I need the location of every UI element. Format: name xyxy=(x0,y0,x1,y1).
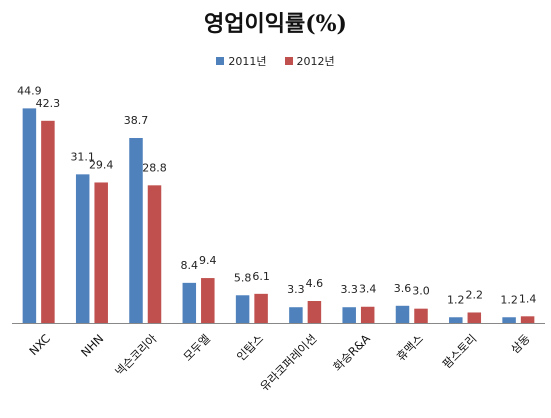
bar-2012-5 xyxy=(307,301,322,323)
data-label-2012-8: 2.2 xyxy=(466,288,484,301)
data-label-2012-4: 6.1 xyxy=(252,270,270,283)
data-label-2012-6: 3.4 xyxy=(359,283,377,296)
data-label-2012-7: 3.0 xyxy=(412,285,430,298)
data-label-2011-0: 44.9 xyxy=(17,84,42,97)
bar-2011-6 xyxy=(342,307,356,323)
bar-2012-9 xyxy=(520,316,535,323)
legend-label-2012: 2012년 xyxy=(296,55,335,68)
category-label-7: 휴맥스 xyxy=(394,331,426,363)
bar-2012-4 xyxy=(254,293,268,323)
category-label-5: 유라코퍼레이션 xyxy=(257,331,319,393)
legend-item-2011: 2011년 xyxy=(216,53,267,69)
data-label-2011-6: 3.3 xyxy=(340,283,358,296)
bar-2011-7 xyxy=(395,305,410,323)
data-label-2011-4: 5.8 xyxy=(234,271,252,284)
legend-item-2012: 2012년 xyxy=(284,53,335,69)
bar-2011-5 xyxy=(289,307,303,323)
bar-2012-2 xyxy=(147,185,162,323)
data-label-2012-9: 1.4 xyxy=(519,292,537,305)
bar-2011-8 xyxy=(449,317,463,323)
bar-2011-2 xyxy=(129,138,143,323)
data-label-2011-9: 1.2 xyxy=(500,293,518,306)
data-label-2011-7: 3.6 xyxy=(394,282,412,295)
category-label-9: 삼동 xyxy=(508,331,533,356)
bar-2012-3 xyxy=(201,278,215,323)
bar-2011-4 xyxy=(235,295,250,323)
category-label-8: 팜스토리 xyxy=(440,331,480,371)
category-label-4: 인탑스 xyxy=(234,331,266,363)
data-label-2011-3: 8.4 xyxy=(181,259,199,272)
bar-2011-1 xyxy=(75,174,90,323)
legend-swatch-2012 xyxy=(284,57,293,65)
data-label-2012-3: 9.4 xyxy=(199,254,217,267)
bar-2012-7 xyxy=(414,308,428,323)
data-label-2011-8: 1.2 xyxy=(447,293,465,306)
data-label-2012-1: 29.4 xyxy=(89,158,114,171)
legend-label-2011: 2011년 xyxy=(228,55,267,68)
data-label-2011-5: 3.3 xyxy=(287,283,305,296)
bar-2011-9 xyxy=(502,317,516,323)
data-label-2012-0: 42.3 xyxy=(36,97,61,110)
legend: 2011년 2012년 xyxy=(0,53,551,69)
bar-2012-1 xyxy=(94,182,108,323)
data-label-2012-5: 4.6 xyxy=(306,277,324,290)
category-label-2: 넥슨코리아 xyxy=(112,331,160,379)
data-label-2012-2: 28.8 xyxy=(142,161,167,174)
bar-2011-0 xyxy=(22,108,37,324)
data-label-2011-1: 31.1 xyxy=(70,150,95,163)
category-label-1: NHN xyxy=(78,331,106,359)
bar-2012-0 xyxy=(41,120,55,323)
bar-2011-3 xyxy=(182,282,197,323)
category-label-3: 모두엘 xyxy=(181,331,213,363)
data-label-2011-2: 38.7 xyxy=(124,114,149,127)
category-label-6: 화승R&A xyxy=(330,331,373,374)
chart-title: 영업이익률(%) xyxy=(204,11,347,37)
category-label-0: NXC xyxy=(26,331,53,358)
bar-2012-6 xyxy=(360,306,375,323)
bar-2012-8 xyxy=(467,312,482,323)
legend-swatch-2011 xyxy=(216,57,225,65)
